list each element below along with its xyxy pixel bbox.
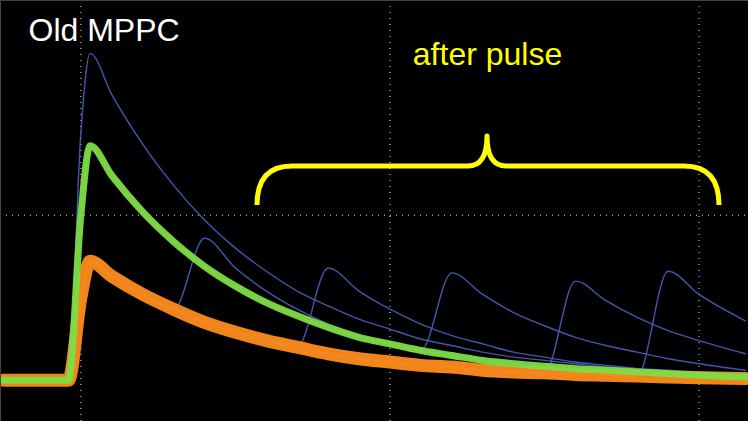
svg-text:after pulse: after pulse <box>413 36 562 72</box>
svg-text:Old MPPC: Old MPPC <box>29 12 180 48</box>
